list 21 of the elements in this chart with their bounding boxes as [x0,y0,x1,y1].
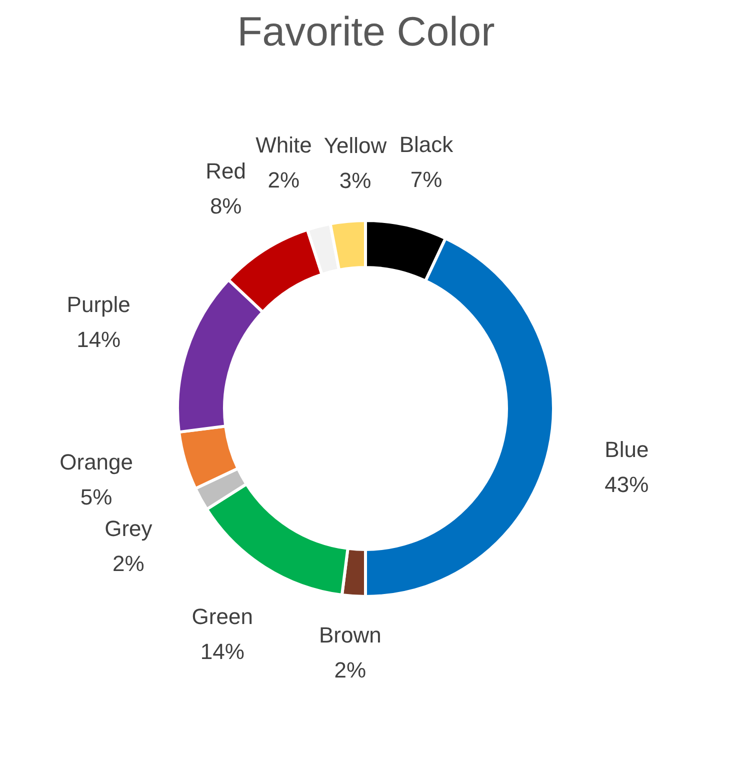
slice-label: Red [206,158,246,184]
slice-label: Brown [318,622,382,648]
data-label: 3% [339,168,372,193]
slice-label: Purple [66,292,130,317]
data-label: 2% [268,167,300,192]
data-label: 2% [112,550,144,576]
slice-label: Green [192,604,253,630]
slice-label: Black [399,132,454,157]
slice-label: Grey [104,516,152,541]
chart-title: Favorite Color [237,8,495,54]
slice-label: Orange [60,450,134,475]
slice-label: White [256,132,312,158]
data-label: 14% [200,639,244,664]
data-label: 43% [604,472,649,497]
data-label: 8% [210,193,242,218]
data-label: 5% [80,484,112,510]
data-label: 14% [76,326,121,352]
data-label: 7% [410,166,442,192]
slice-label: Blue [604,436,649,462]
data-label: 2% [334,657,366,682]
slice-label: Yellow [324,132,387,158]
